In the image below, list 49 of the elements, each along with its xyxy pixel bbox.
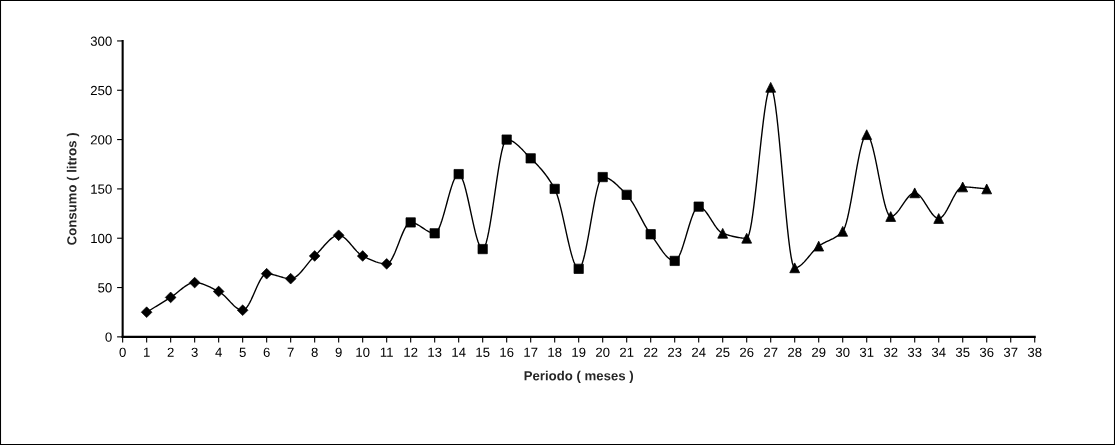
x-tick-label: 18 — [548, 347, 562, 357]
x-tick-label: 27 — [764, 347, 778, 357]
x-tick-label: 2 — [167, 347, 174, 357]
x-tick-label: 35 — [955, 347, 970, 357]
y-tick-label: 100 — [91, 233, 112, 244]
x-tick-label: 30 — [835, 347, 850, 357]
x-tick-label: 21 — [620, 347, 634, 357]
x-tick-label: 17 — [524, 347, 538, 357]
x-tick-label: 5 — [239, 347, 246, 357]
x-tick-label: 3 — [191, 347, 198, 357]
x-tick-label: 8 — [311, 347, 318, 357]
x-tick-label: 9 — [335, 347, 342, 357]
point — [284, 272, 297, 285]
y-tick-label: 150 — [91, 184, 112, 194]
y-tick-label: 300 — [90, 36, 112, 46]
x-tick-label: 24 — [692, 347, 706, 357]
x-tick-label: 19 — [572, 347, 586, 357]
x-tick-label: 31 — [859, 347, 874, 357]
x-tick-label: 6 — [263, 347, 270, 357]
x-tick-label: 11 — [380, 347, 393, 357]
y-tick-label: 250 — [90, 85, 112, 96]
x-tick-label: 0 — [119, 347, 126, 357]
x-tick-label: 12 — [404, 347, 418, 357]
x-tick-label: 7 — [287, 347, 294, 357]
x-tick-label: 33 — [907, 347, 922, 357]
x-tick-label: 36 — [979, 347, 994, 357]
x-tick-label: 22 — [644, 347, 658, 357]
x-tick-label: 14 — [452, 347, 466, 357]
x-axis-title: Periodo ( meses ) — [524, 370, 634, 383]
y-tick-label: 0 — [105, 332, 112, 342]
x-tick-label: 37 — [1003, 347, 1018, 357]
x-tick-label: 13 — [428, 347, 442, 357]
y-axis-title: Consumo ( litros ) — [66, 133, 80, 245]
x-tick-label: 1 — [143, 347, 150, 357]
x-tick-label: 20 — [596, 347, 610, 357]
y-tick-label: 200 — [90, 135, 112, 145]
y-tick-label: 50 — [98, 283, 112, 293]
x-tick-label: 25 — [716, 347, 730, 357]
x-tick-label: 26 — [740, 347, 754, 357]
x-tick-label: 16 — [500, 347, 514, 357]
x-tick-label: 34 — [931, 347, 946, 357]
x-tick-label: 29 — [812, 347, 826, 357]
x-tick-label: 28 — [788, 347, 802, 357]
x-tick-label: 10 — [356, 347, 370, 357]
x-tick-label: 4 — [215, 347, 222, 357]
x-tick-label: 15 — [476, 347, 490, 357]
x-tick-label: 32 — [883, 347, 898, 357]
x-tick-label: 38 — [1027, 347, 1042, 357]
x-tick-label: 23 — [668, 347, 682, 357]
